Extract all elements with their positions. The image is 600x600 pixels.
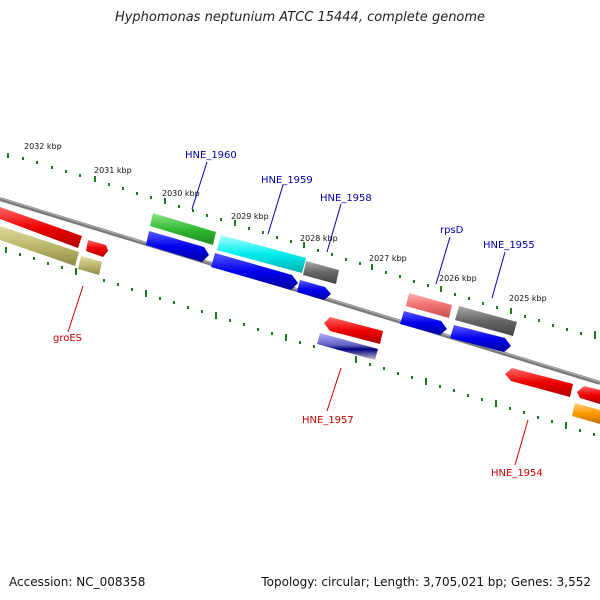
gene-arrow-hne1960[interactable] (150, 213, 216, 245)
tick-label-2031: 2031 kbp (94, 166, 132, 175)
map-title: Hyphomonas neptunium ATCC 15444, complet… (114, 10, 486, 25)
gene-arrow-olive-left[interactable] (0, 226, 79, 266)
leader-rpsD (435, 236, 451, 285)
tick-label-2032: 2032 kbp (24, 142, 62, 151)
gene-arrow-blue-1[interactable] (146, 231, 209, 262)
gene-arrow-red-far-left[interactable] (0, 207, 82, 248)
inner-tick-ring (5, 247, 595, 436)
gene-arrow-red-mid[interactable] (324, 317, 383, 344)
topology-label: Topology: circular; Length: 3,705,021 bp… (261, 575, 591, 589)
leader-hne1960 (191, 161, 208, 210)
gene-arrow-red-right[interactable] (505, 368, 573, 397)
leader-hne1959 (267, 184, 284, 235)
tick-label-2027: 2027 kbp (369, 254, 407, 263)
gene-label-hne1960: HNE_1960 (185, 150, 237, 161)
leader-hne1954 (514, 419, 529, 466)
gene-arrow-hne1955[interactable] (455, 306, 517, 336)
gene-label-hne1954: HNE_1954 (491, 468, 543, 479)
gene-arrow-red-small-left[interactable] (86, 240, 108, 257)
leader-hne1958 (326, 203, 342, 253)
tick-label-2029: 2029 kbp (231, 212, 269, 221)
leader-hne1955 (491, 251, 506, 299)
gene-arrow-hne1958[interactable] (303, 261, 339, 284)
gene-arrow-hne1954[interactable] (572, 403, 600, 424)
tick-label-2026: 2026 kbp (439, 274, 477, 283)
leader-hne1957 (326, 367, 342, 412)
gene-label-hne1957: HNE_1957 (302, 415, 354, 426)
outer-tick-ring (7, 153, 596, 339)
gene-arrow-blue-2[interactable] (211, 253, 298, 290)
gene-label-rpsD: rpsD (440, 225, 464, 236)
leader-groES (67, 285, 84, 333)
gene-arrow-red-edge[interactable] (577, 386, 600, 404)
gene-label-hne1955: HNE_1955 (483, 240, 535, 251)
tick-label-2028: 2028 kbp (300, 234, 338, 243)
gene-label-hne1958: HNE_1958 (320, 193, 372, 204)
tick-label-2025: 2025 kbp (509, 294, 547, 303)
gene-arrow-blue-5[interactable] (450, 325, 511, 352)
gene-arrow-hne1959[interactable] (217, 235, 306, 273)
gene-arrow-hne1957[interactable] (317, 333, 378, 360)
gene-arrow-blue-3[interactable] (297, 280, 331, 300)
gene-label-groES: groES (53, 333, 82, 344)
gene-arrow-rpsD[interactable] (406, 293, 452, 318)
gene-arrow-olive-groES[interactable] (78, 256, 102, 275)
accession-label: Accession: NC_008358 (9, 575, 146, 589)
tick-label-2030: 2030 kbp (162, 189, 200, 198)
gene-label-hne1959: HNE_1959 (261, 175, 313, 186)
gene-arrow-blue-4[interactable] (400, 311, 447, 335)
